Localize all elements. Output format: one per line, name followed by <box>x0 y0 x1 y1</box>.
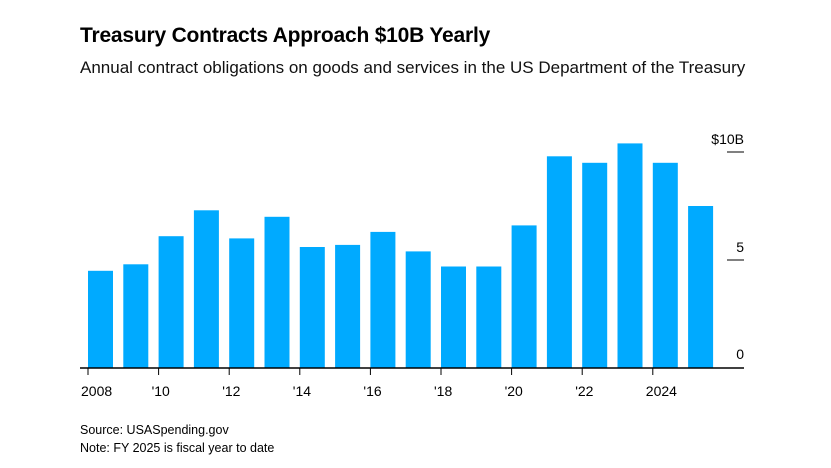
bar-2020 <box>511 225 537 368</box>
footnote: Note: FY 2025 is fiscal year to date <box>80 441 275 455</box>
bar-2010 <box>158 236 184 368</box>
bar-2013 <box>264 216 290 368</box>
bars-group <box>80 143 744 369</box>
bar-2017 <box>405 251 431 368</box>
bar-2016 <box>370 231 396 368</box>
bar-2011 <box>193 210 219 368</box>
bar-2018 <box>441 266 466 368</box>
x-axis: 2008 '10 '12 '14 '16 '18 '20 '22 2024 <box>81 368 677 399</box>
bar-2015 <box>335 244 361 368</box>
bar-2019 <box>476 266 502 368</box>
y-tick-label: 0 <box>736 346 744 362</box>
bar-2009 <box>123 264 149 368</box>
bar-2024 <box>652 162 678 368</box>
x-tick-label: '16 <box>363 383 381 399</box>
x-tick-label: '14 <box>293 383 311 399</box>
y-tick-label: 5 <box>736 239 744 255</box>
x-tick-label: '18 <box>434 383 452 399</box>
x-tick-label: 2024 <box>646 383 677 399</box>
y-axis: 0 5 $10B <box>711 131 744 362</box>
x-tick-label: '20 <box>505 383 523 399</box>
x-tick-label: '10 <box>152 383 170 399</box>
x-tick-label: 2008 <box>81 383 112 399</box>
bar-2014 <box>299 247 325 368</box>
bar-2008 <box>88 270 113 368</box>
bar-2025 <box>688 206 714 368</box>
bar-2022 <box>582 162 608 368</box>
x-tick-label: '12 <box>222 383 240 399</box>
x-tick-label: '22 <box>575 383 593 399</box>
chart-title: Treasury Contracts Approach $10B Yearly <box>80 24 491 47</box>
bar-2021 <box>546 156 572 368</box>
bar-2023 <box>617 143 643 368</box>
chart-subtitle: Annual contract obligations on goods and… <box>80 58 746 77</box>
y-tick-label: $10B <box>711 131 744 147</box>
source-note: Source: USASpending.gov <box>80 423 229 437</box>
bar-2012 <box>229 238 255 368</box>
